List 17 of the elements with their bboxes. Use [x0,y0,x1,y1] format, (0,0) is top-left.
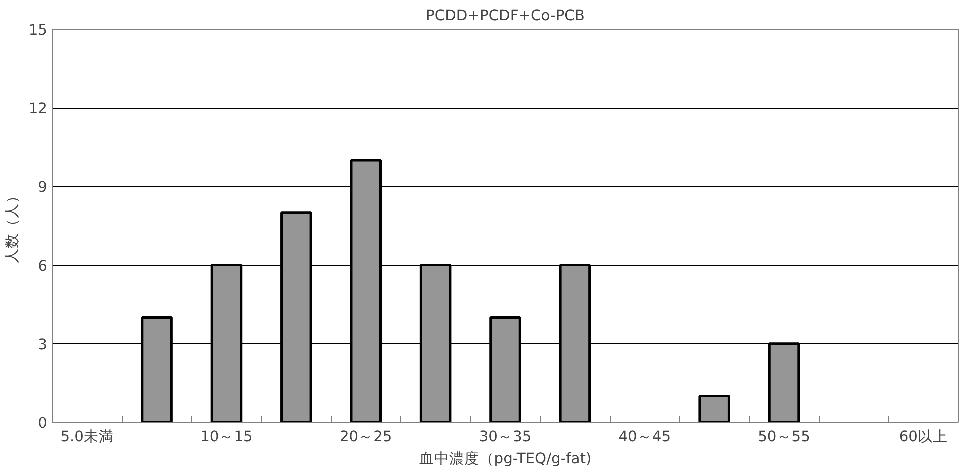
x-tick-label: 10～15 [200,428,253,446]
y-tick-label: 3 [38,336,48,354]
y-tick-label: 12 [28,100,48,118]
x-tick-label: 40～45 [618,428,672,446]
x-axis-title: 血中濃度（pg-TEQ/g-fat) [419,450,592,468]
x-tick-label: 5.0未満 [60,428,114,446]
x-tick-label: 60以上 [899,428,948,446]
x-tick-label: 50～55 [758,428,810,446]
y-tick-label: 15 [28,22,48,39]
x-tick-label: 20～25 [340,428,392,446]
y-axis-title: 人数（人） [4,188,21,264]
y-tick-label: 6 [38,258,48,275]
x-tick-label: 30～35 [479,428,532,446]
chart-title: PCDD+PCDF+Co-PCB [426,8,585,24]
y-tick-label: 0 [38,415,48,432]
bar [698,395,730,422]
y-tick-label: 9 [38,179,48,196]
